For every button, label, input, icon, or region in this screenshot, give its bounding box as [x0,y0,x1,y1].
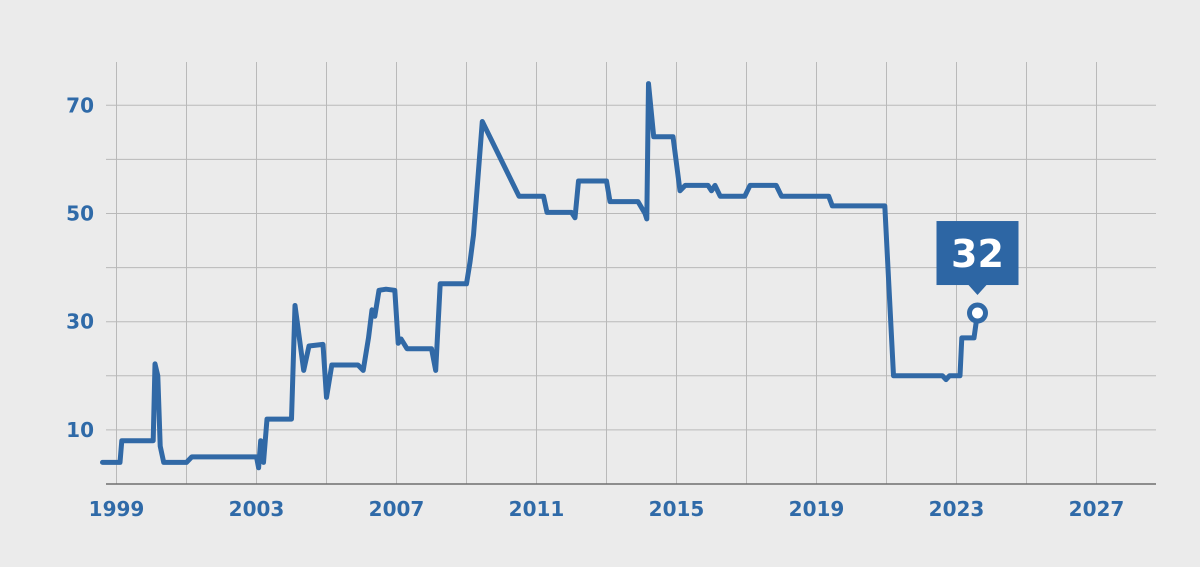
value-callout: 32 [936,221,1019,324]
callout-box [936,221,1019,286]
x-tick-labels: 1999 2003 2007 2011 2015 2019 2023 2027 [89,497,1125,521]
x-tick-label: 2023 [929,497,985,521]
y-tick-label: 50 [66,201,94,225]
callout-pointer [968,285,987,296]
x-tick-label: 1999 [89,497,145,521]
y-tick-label: 70 [66,93,94,117]
end-point-marker [967,302,988,324]
x-tick-label: 2019 [789,497,845,521]
x-tick-label: 2027 [1069,497,1125,521]
x-tick-label: 2007 [369,497,425,521]
horizontal-gridlines [106,104,1156,431]
series-line [100,81,980,471]
x-tick-label: 2003 [229,497,285,521]
y-tick-label: 10 [66,418,94,442]
y-tick-label: 30 [66,310,94,334]
x-tick-label: 2015 [649,497,705,521]
x-tick-label: 2011 [509,497,565,521]
y-tick-labels: 10 30 50 70 [66,93,94,442]
callout-value: 32 [951,232,1004,276]
